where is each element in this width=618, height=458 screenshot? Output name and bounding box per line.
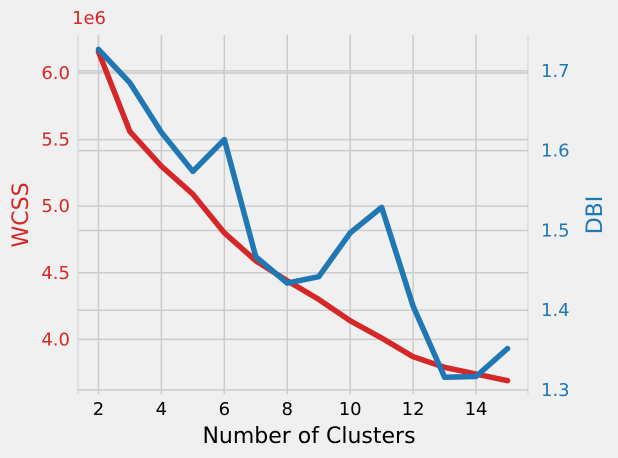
left-y-axis-multiplier: 1e6 (72, 8, 106, 29)
x-tick-label: 10 (339, 399, 362, 420)
dbi-point (348, 230, 353, 235)
dbi-point (442, 375, 447, 380)
wcss-point (411, 354, 416, 359)
x-tick-label: 6 (219, 399, 230, 420)
right-y-tick-label: 1.4 (541, 300, 570, 321)
right-y-tick-label: 1.7 (541, 61, 570, 82)
dbi-point (411, 304, 416, 309)
dbi-point (96, 47, 101, 52)
left-y-tick-label: 5.0 (41, 196, 70, 217)
left-y-tick-label: 4.0 (41, 329, 70, 350)
wcss-point (348, 318, 353, 323)
wcss-point (190, 192, 195, 197)
dbi-point (190, 169, 195, 174)
left-y-axis-title: WCSS (9, 182, 34, 247)
grid-layer (78, 35, 528, 394)
dbi-point (285, 281, 290, 286)
dbi-point (316, 274, 321, 279)
x-tick-label: 8 (282, 399, 293, 420)
dbi-point (159, 130, 164, 135)
left-y-tick-label: 6.0 (41, 63, 70, 84)
x-tick-label: 4 (156, 399, 167, 420)
left-y-tick-label: 5.5 (41, 130, 70, 151)
wcss-point (505, 378, 510, 383)
x-tick-label: 12 (402, 399, 425, 420)
x-tick-label: 14 (465, 399, 488, 420)
wcss-point (379, 336, 384, 341)
x-axis-title: Number of Clusters (202, 424, 415, 449)
labels-layer: 2 4 6 8 10 12 14 4.0 4.5 5.0 5.5 6.0 1.3 1.4 1.5 1.6 1.7 (41, 61, 569, 420)
wcss-point (127, 129, 132, 134)
dbi-point (474, 374, 479, 379)
dbi-point (505, 346, 510, 351)
dbi-point (222, 137, 227, 142)
wcss-point (316, 297, 321, 302)
axes-layer (77, 35, 529, 394)
dbi-point (127, 80, 132, 85)
right-y-tick-label: 1.5 (541, 220, 570, 241)
wcss-point (159, 164, 164, 169)
dbi-point (253, 254, 258, 259)
x-tick-label: 2 (93, 399, 104, 420)
dbi-point (379, 205, 384, 210)
right-y-tick-label: 1.6 (541, 141, 570, 162)
wcss-point (222, 230, 227, 235)
right-y-tick-label: 1.3 (541, 380, 570, 401)
left-y-tick-label: 4.5 (41, 263, 70, 284)
dbi-series-line (95, 46, 511, 380)
right-y-axis-title: DBI (583, 196, 608, 235)
wcss-series-line (95, 48, 511, 384)
series-layer (95, 46, 511, 384)
